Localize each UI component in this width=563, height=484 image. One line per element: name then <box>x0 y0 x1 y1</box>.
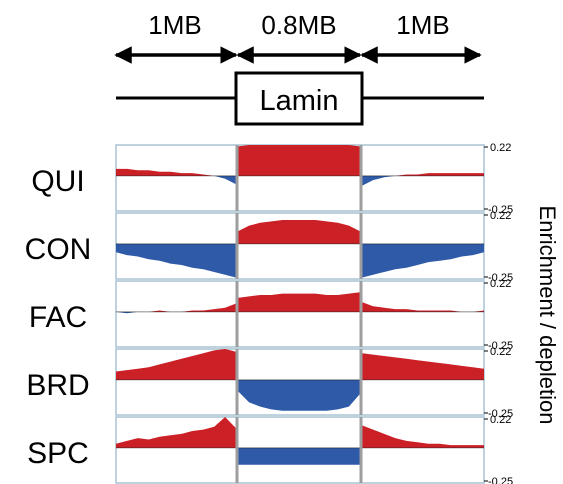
enrichment-area <box>116 168 236 176</box>
y-axis-label: Enrichment / depletion <box>535 206 560 425</box>
track-label: FAC <box>29 301 87 334</box>
tick-label-bottom: -0.25 <box>488 204 513 216</box>
enrichment-area <box>238 145 360 176</box>
track-label: CON <box>25 233 92 266</box>
enrichment-area <box>116 349 236 380</box>
track-label: QUI <box>31 165 84 198</box>
enrichment-area <box>362 302 484 312</box>
depletion-area <box>238 447 360 465</box>
track-label: BRD <box>26 369 89 402</box>
enrichment-area <box>362 173 484 176</box>
tick-label-top: 0.22 <box>490 210 511 222</box>
track-panels: QUI0.22-0.25CON0.22-0.25FAC0.22-0.25BRD0… <box>25 142 513 484</box>
depletion-area <box>238 379 360 411</box>
track-label: SPC <box>27 437 89 470</box>
tick-label-top: 0.22 <box>490 346 511 358</box>
tick-label-top: 0.22 <box>490 278 511 290</box>
depletion-area <box>362 243 484 278</box>
panel-frame <box>115 280 485 348</box>
tick-label-bottom: -0.25 <box>488 272 513 284</box>
lamin-box <box>234 71 364 126</box>
depletion-area <box>362 175 484 186</box>
segment-label-center: 0.8MB <box>261 10 336 40</box>
tick-label-top: 0.22 <box>490 414 511 426</box>
segment-label-right: 1MB <box>396 10 449 40</box>
enrichment-area <box>362 425 484 448</box>
enrichment-area <box>238 220 360 244</box>
enrichment-area <box>238 292 360 312</box>
enrichment-area <box>116 303 236 312</box>
panel-frame <box>115 144 485 212</box>
enrichment-area <box>362 353 484 380</box>
enrichment-area <box>116 417 236 448</box>
tick-label-bottom: -0.25 <box>488 408 513 420</box>
lamin-label: Lamin <box>260 85 339 117</box>
depletion-area <box>116 175 236 185</box>
tick-label-bottom: -0.25 <box>488 476 513 484</box>
segment-label-left: 1MB <box>148 10 201 40</box>
tick-label-bottom: -0.25 <box>488 340 513 352</box>
tick-label-top: 0.22 <box>490 142 511 154</box>
depletion-area <box>116 243 236 278</box>
